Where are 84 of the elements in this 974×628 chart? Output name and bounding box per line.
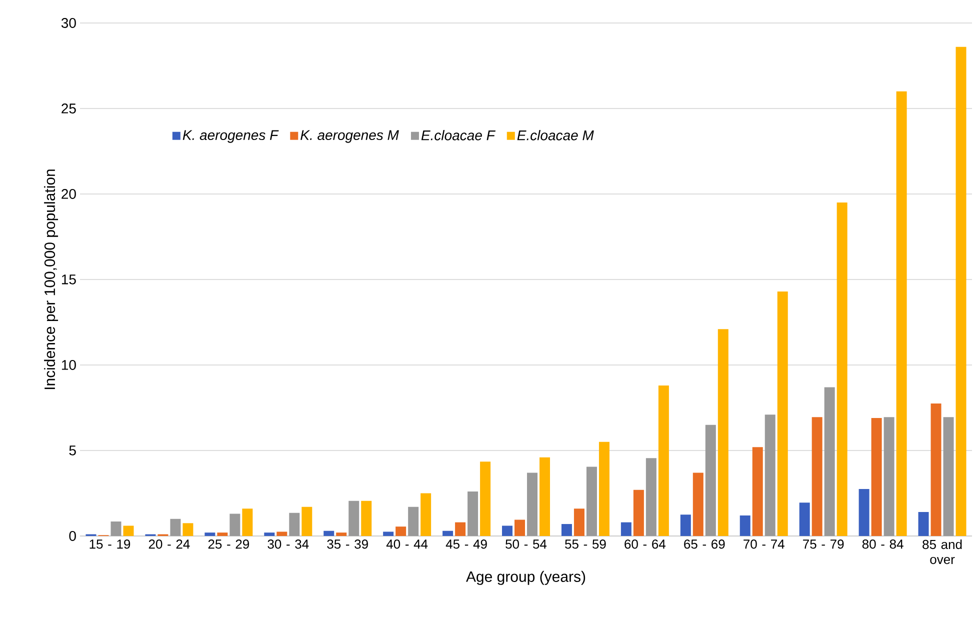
bar bbox=[170, 518, 181, 536]
y-tick-label: 10 bbox=[62, 360, 76, 370]
x-tick-label: 80 - 84 bbox=[862, 540, 904, 549]
bar bbox=[943, 417, 954, 536]
bar bbox=[348, 500, 360, 536]
legend-label: E.cloacae F bbox=[421, 130, 496, 140]
y-tick-label: 30 bbox=[61, 18, 76, 28]
bar bbox=[408, 506, 419, 536]
bar bbox=[455, 522, 466, 536]
bar bbox=[620, 522, 632, 536]
bar bbox=[718, 329, 728, 536]
bar bbox=[646, 458, 656, 536]
x-tick-label: 50 - 54 bbox=[506, 540, 547, 549]
bar bbox=[336, 532, 347, 536]
bar bbox=[302, 506, 312, 536]
bar bbox=[420, 493, 432, 536]
bar bbox=[383, 532, 394, 536]
bar bbox=[836, 202, 848, 536]
y-axis-title: Incidence per 100,000 population bbox=[44, 170, 58, 390]
legend-label: K. aerogenes F bbox=[182, 130, 279, 143]
y-tick-label: 0 bbox=[69, 531, 76, 541]
bar bbox=[930, 403, 942, 536]
bar bbox=[824, 387, 835, 536]
bar bbox=[182, 523, 194, 536]
bar bbox=[812, 417, 822, 536]
x-tick-label: 60 - 64 bbox=[624, 540, 666, 549]
bar bbox=[692, 472, 704, 536]
bar bbox=[242, 508, 253, 536]
y-tick-label: 5 bbox=[69, 446, 76, 456]
bar bbox=[633, 490, 644, 536]
x-tick-label: 20 - 24 bbox=[148, 540, 190, 549]
bar bbox=[561, 524, 572, 536]
y-tick-label: 15 bbox=[62, 274, 76, 284]
bar bbox=[658, 386, 669, 536]
bar bbox=[896, 91, 907, 536]
bar bbox=[514, 520, 526, 536]
x-tick-label: 45 - 49 bbox=[446, 540, 487, 549]
bar bbox=[540, 457, 550, 536]
x-axis-title: Age group (years) bbox=[466, 570, 586, 585]
bar bbox=[918, 512, 929, 536]
bar bbox=[361, 500, 372, 536]
bar bbox=[598, 442, 610, 536]
bar bbox=[110, 521, 122, 536]
bar bbox=[276, 532, 288, 536]
x-tick-label: 55 - 59 bbox=[565, 540, 606, 549]
bar bbox=[123, 526, 134, 536]
bar bbox=[884, 417, 894, 536]
x-tick-label: 65 - 69 bbox=[684, 540, 725, 549]
x-tick-label: 85 and over bbox=[922, 540, 962, 564]
x-tick-label: 75 - 79 bbox=[803, 540, 844, 549]
legend-label: K. aerogenes M bbox=[300, 130, 399, 143]
bar bbox=[396, 526, 406, 536]
bar bbox=[217, 532, 228, 536]
x-tick-label: 35 - 39 bbox=[327, 540, 368, 549]
bar bbox=[230, 514, 240, 536]
bar bbox=[586, 466, 597, 536]
bar bbox=[777, 291, 788, 536]
bar bbox=[574, 508, 584, 536]
bar bbox=[858, 488, 870, 536]
bar bbox=[324, 530, 334, 536]
bar bbox=[264, 532, 275, 536]
bar bbox=[956, 46, 966, 536]
bar bbox=[442, 530, 454, 536]
legend-label: E.cloacae M bbox=[517, 130, 594, 140]
bar bbox=[289, 512, 300, 536]
x-tick-label: 15 - 19 bbox=[90, 540, 130, 549]
x-tick-label: 25 - 29 bbox=[208, 540, 250, 549]
bar bbox=[680, 514, 691, 536]
bar bbox=[740, 515, 750, 536]
bar bbox=[204, 532, 216, 536]
bar bbox=[480, 462, 491, 536]
bar bbox=[705, 424, 716, 536]
bar bbox=[468, 492, 478, 536]
bar bbox=[752, 447, 763, 536]
bar bbox=[502, 526, 513, 536]
y-tick-label: 20 bbox=[62, 189, 76, 199]
y-tick-label: 25 bbox=[62, 104, 76, 114]
bar bbox=[527, 472, 538, 536]
x-tick-label: 70 - 74 bbox=[744, 540, 784, 549]
x-tick-label: 30 - 34 bbox=[268, 540, 309, 549]
bar bbox=[799, 502, 810, 536]
x-tick-label: 40 - 44 bbox=[386, 540, 428, 549]
bar bbox=[871, 418, 882, 536]
bar bbox=[764, 414, 776, 536]
